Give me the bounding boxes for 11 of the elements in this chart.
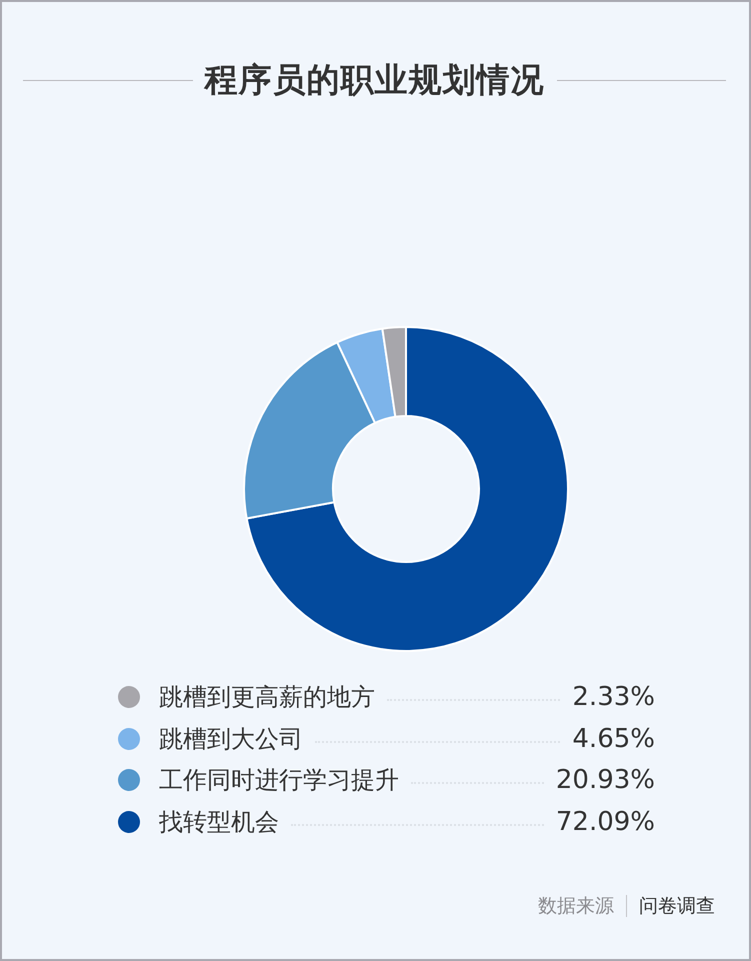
- data-label: 4.65%: [572, 724, 655, 754]
- chart-title: 程序员的职业规划情况: [204, 59, 544, 101]
- text: 问卷调查: [639, 894, 715, 919]
- text: 数据来源: [538, 894, 614, 919]
- legend-label: 工作同时进行学习提升: [159, 765, 399, 796]
- legend-label: 找转型机会: [159, 806, 279, 838]
- data-label: 2.33%: [572, 682, 655, 712]
- legend-label: 跳槽到更高薪的地方: [159, 682, 375, 713]
- data-label: 72.09%: [556, 806, 655, 837]
- data-label: 20.93%: [556, 765, 655, 796]
- legend-label: 跳槽到大公司: [159, 724, 303, 755]
